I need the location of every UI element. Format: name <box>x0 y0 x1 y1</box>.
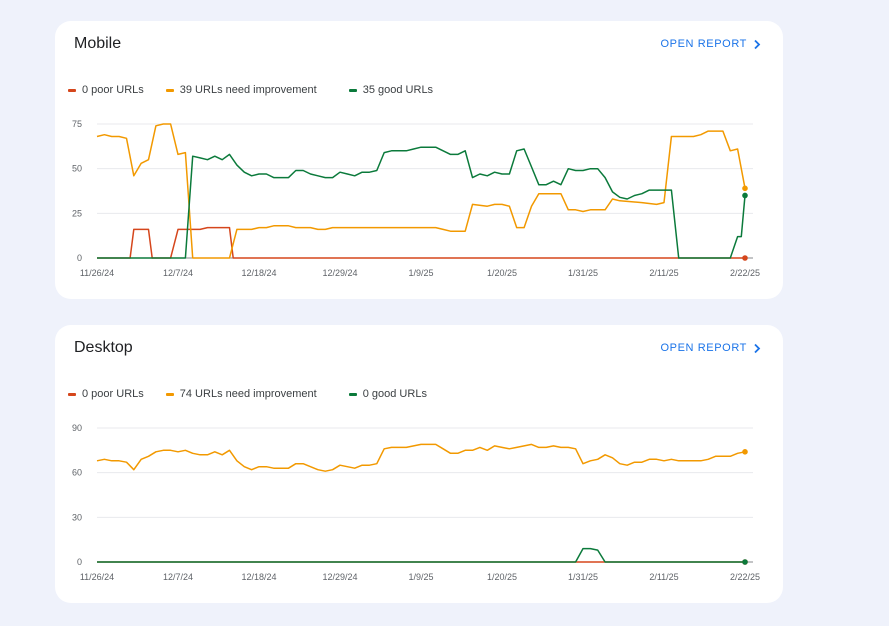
legend-label: 35 good URLs <box>362 84 434 96</box>
legend-swatch <box>348 392 357 396</box>
legend-item-good[interactable]: 0 good URLs <box>348 388 427 400</box>
series-end-marker[interactable] <box>742 559 748 565</box>
legend-item-need-improvement[interactable]: 74 URLs need improvement <box>165 388 317 400</box>
mobile-title: Mobile <box>74 35 122 52</box>
x-tick-label: 2/22/25 <box>730 268 760 278</box>
series-line-needs-improvement[interactable] <box>96 443 746 472</box>
legend-swatch <box>165 88 174 92</box>
legend-item-poor[interactable]: 0 poor URLs <box>68 84 144 96</box>
y-tick-label: 50 <box>72 164 82 174</box>
x-tick-label: 1/20/25 <box>487 572 517 582</box>
legend-label: 0 good URLs <box>362 388 427 400</box>
x-tick-label: 11/26/24 <box>80 268 114 278</box>
series-end-marker[interactable] <box>742 449 748 455</box>
x-tick-label: 2/11/25 <box>649 572 678 582</box>
series-line-good[interactable] <box>97 547 745 563</box>
legend-label: 74 URLs need improvement <box>179 388 317 400</box>
legend-item-need-improvement[interactable]: 39 URLs need improvement <box>165 84 317 96</box>
y-tick-label: 0 <box>77 253 82 263</box>
legend-swatch <box>68 88 76 92</box>
legend-swatch <box>165 392 174 396</box>
mobile-chart: 0 25 50 75 11/26/24 12/7/24 12/18/24 12/29/24 1/… <box>72 119 760 278</box>
x-tick-label: 1/31/25 <box>568 268 598 278</box>
legend-swatch <box>348 88 357 92</box>
open-report-label: OPEN REPORT <box>660 342 747 354</box>
x-tick-label: 1/20/25 <box>487 268 517 278</box>
x-tick-label: 2/22/25 <box>730 572 760 582</box>
mobile-open-report-button[interactable]: OPEN REPORT <box>661 38 761 50</box>
x-tick-label: 12/18/24 <box>241 572 276 582</box>
desktop-legend: 0 poor URLs 74 URLs need improvement 0 g… <box>68 388 449 400</box>
chevron-right-icon <box>754 39 761 49</box>
y-tick-label: 25 <box>72 208 82 218</box>
legend-swatch <box>68 392 76 396</box>
legend-item-good[interactable]: 35 good URLs <box>348 84 434 96</box>
x-tick-label: 1/31/25 <box>568 572 598 582</box>
x-tick-label: 2/11/25 <box>649 268 678 278</box>
series-end-marker[interactable] <box>742 192 748 199</box>
y-tick-label: 0 <box>77 557 82 567</box>
series-line-poor[interactable] <box>97 226 745 259</box>
y-tick-label: 60 <box>72 468 82 478</box>
desktop-chart: 0 30 60 90 11/26/24 12/7/24 12/18/24 12/29/24 1/… <box>72 423 760 582</box>
legend-label: 0 poor URLs <box>82 388 144 400</box>
desktop-title: Desktop <box>74 339 133 356</box>
legend-label: 0 poor URLs <box>82 84 144 96</box>
y-tick-label: 90 <box>72 423 82 433</box>
x-tick-label: 12/29/24 <box>322 572 357 582</box>
x-tick-label: 12/7/24 <box>163 268 193 278</box>
x-tick-label: 12/7/24 <box>163 572 193 582</box>
desktop-card: Desktop OPEN REPORT 0 poor URLs 74 URLs … <box>55 325 783 603</box>
series-end-marker[interactable] <box>742 255 748 261</box>
series-line-good[interactable] <box>97 146 746 259</box>
x-tick-label: 1/9/25 <box>408 572 433 582</box>
y-tick-label: 30 <box>72 512 82 522</box>
x-tick-label: 12/18/24 <box>241 268 276 278</box>
legend-label: 39 URLs need improvement <box>179 84 317 96</box>
x-tick-label: 12/29/24 <box>322 268 357 278</box>
mobile-card: Mobile OPEN REPORT 0 poor URLs 39 URLs n… <box>55 21 783 299</box>
mobile-legend: 0 poor URLs 39 URLs need improvement 35 … <box>68 84 455 96</box>
open-report-label: OPEN REPORT <box>660 38 747 50</box>
series-line-needs-improvement[interactable] <box>96 123 746 259</box>
x-tick-label: 1/9/25 <box>408 268 433 278</box>
chevron-right-icon <box>754 343 761 353</box>
y-tick-label: 75 <box>72 119 82 129</box>
legend-item-poor[interactable]: 0 poor URLs <box>68 388 144 400</box>
x-tick-label: 11/26/24 <box>80 572 114 582</box>
desktop-open-report-button[interactable]: OPEN REPORT <box>661 342 761 354</box>
series-end-marker[interactable] <box>742 185 748 192</box>
